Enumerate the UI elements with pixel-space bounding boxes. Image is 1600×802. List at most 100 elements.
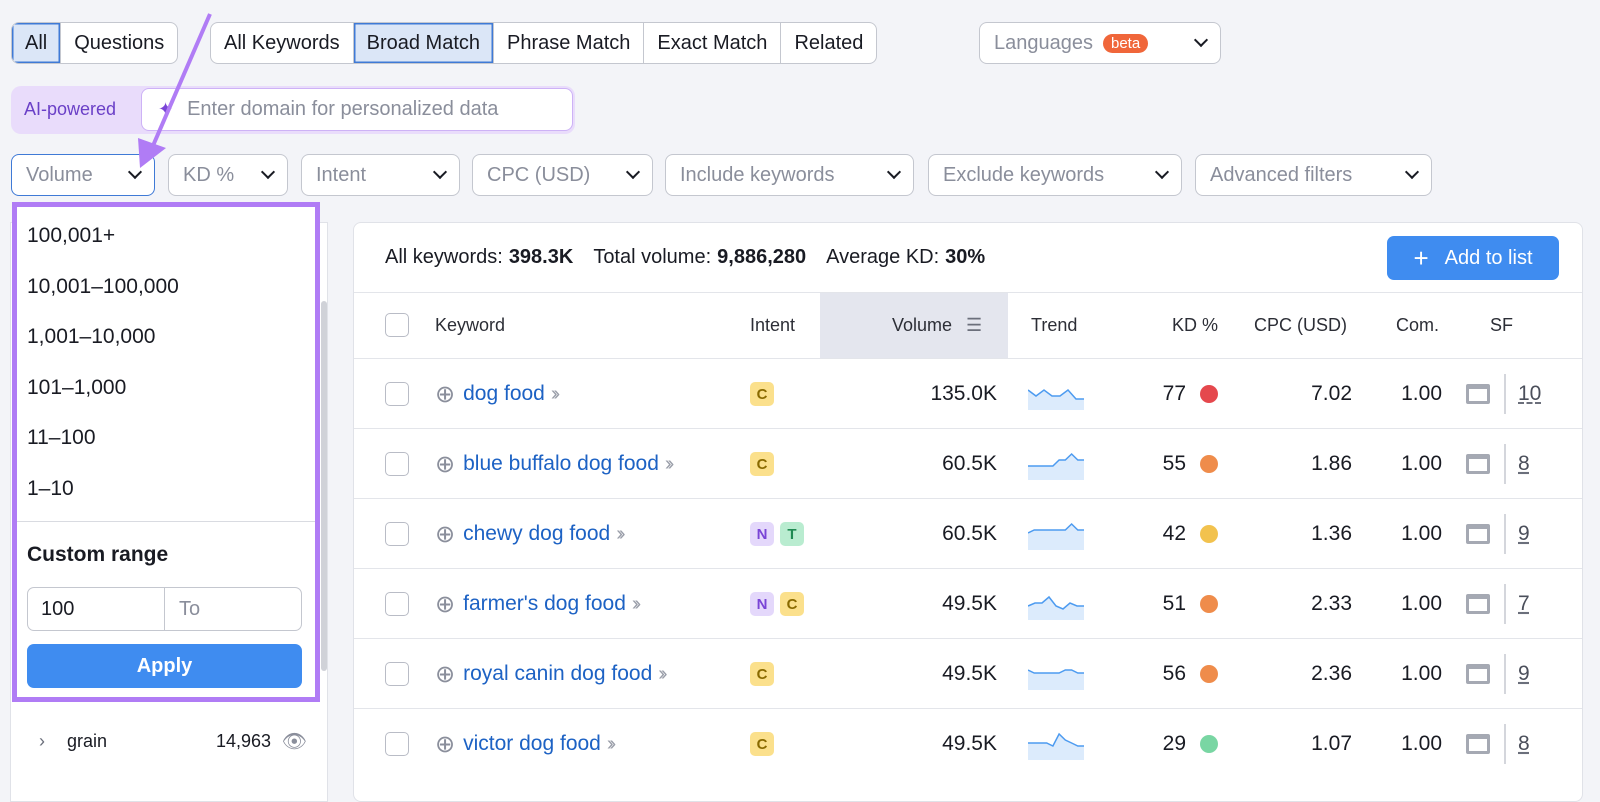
table-row: ⊕ blue buffalo dog food ›› C 60.5K 55 1.… — [354, 428, 1582, 498]
double-chevron-icon[interactable]: ›› — [631, 592, 642, 615]
col-intent[interactable]: Intent — [750, 314, 796, 335]
intent-filter[interactable]: Intent — [301, 154, 460, 196]
volume-filter[interactable]: Volume — [11, 154, 155, 196]
add-to-list-button[interactable]: + Add to list — [1387, 236, 1559, 280]
col-kd[interactable]: KD % — [1172, 314, 1219, 335]
intent-badge: C — [750, 732, 774, 756]
eye-icon[interactable]: 👁 — [281, 730, 307, 753]
add-circle-icon[interactable]: ⊕ — [435, 590, 456, 618]
tab-related[interactable]: Related — [794, 31, 864, 54]
row-checkbox[interactable] — [385, 639, 409, 709]
sidebar-scrollbar[interactable] — [321, 301, 327, 671]
domain-input[interactable]: ✦ Enter domain for personalized data — [141, 88, 573, 131]
serp-icon[interactable] — [1466, 639, 1490, 709]
volume-option[interactable]: 10,001–100,000 — [27, 274, 179, 298]
add-circle-icon[interactable]: ⊕ — [435, 450, 456, 478]
serp-icon[interactable] — [1466, 499, 1490, 569]
all-keywords-label: All keywords: — [385, 246, 503, 268]
tab-broad-match[interactable]: Broad Match — [353, 23, 494, 63]
tab-all[interactable]: All — [12, 23, 62, 63]
keyword-link[interactable]: dog food — [463, 382, 545, 405]
sf-count[interactable]: 9 — [1504, 654, 1530, 694]
cpc-cell: 1.36 — [1311, 522, 1352, 545]
double-chevron-icon[interactable]: ›› — [616, 522, 626, 545]
languages-dropdown[interactable]: Languages beta — [979, 22, 1221, 64]
double-chevron-icon[interactable]: ›› — [658, 662, 668, 685]
sf-count[interactable]: 8 — [1504, 444, 1530, 484]
cpc-cell: 1.07 — [1311, 732, 1352, 755]
kd-indicator — [1186, 569, 1218, 639]
tab-all-keywords[interactable]: All Keywords — [211, 23, 354, 63]
serp-icon[interactable] — [1466, 429, 1490, 499]
col-cpc[interactable]: CPC (USD) — [1254, 314, 1347, 335]
trend-cell — [1028, 499, 1086, 569]
row-checkbox[interactable] — [385, 429, 409, 499]
range-from-input[interactable]: 100 — [28, 588, 165, 630]
add-circle-icon[interactable]: ⊕ — [435, 730, 456, 758]
row-checkbox[interactable] — [385, 499, 409, 569]
serp-icon[interactable] — [1466, 359, 1490, 429]
intent-badge: C — [750, 452, 774, 476]
keyword-cell: ⊕ victor dog food ›› — [435, 709, 617, 779]
keyword-link[interactable]: blue buffalo dog food — [463, 452, 659, 475]
trend-sparkline — [1028, 595, 1084, 620]
custom-range-inputs: 100 To — [27, 587, 302, 631]
kd-filter[interactable]: KD % — [168, 154, 288, 196]
serp-icon[interactable] — [1466, 569, 1490, 639]
col-trend[interactable]: Trend — [1031, 314, 1078, 335]
volume-option[interactable]: 1,001–10,000 — [27, 325, 156, 348]
double-chevron-icon[interactable]: ›› — [664, 452, 675, 475]
total-volume-value: 9,886,280 — [717, 246, 807, 268]
col-keyword[interactable]: Keyword — [435, 314, 506, 335]
ai-powered-label: AI-powered — [24, 99, 117, 119]
sort-descending-icon[interactable]: ☰ — [966, 314, 983, 335]
add-circle-icon[interactable]: ⊕ — [435, 380, 456, 408]
exclude-keywords-filter[interactable]: Exclude keywords — [928, 154, 1182, 196]
volume-option[interactable]: 100,001+ — [27, 224, 116, 247]
keyword-link[interactable]: victor dog food — [463, 732, 601, 755]
add-circle-icon[interactable]: ⊕ — [435, 660, 456, 688]
apply-button[interactable]: Apply — [27, 644, 302, 688]
include-keywords-filter[interactable]: Include keywords — [665, 154, 914, 196]
select-all-checkbox[interactable] — [385, 292, 409, 358]
advanced-filters[interactable]: Advanced filters — [1195, 154, 1432, 196]
volume-cell: 49.5K — [942, 732, 997, 755]
keyword-cell: ⊕ dog food ›› — [435, 359, 561, 429]
volume-option[interactable]: 11–100 — [27, 426, 96, 449]
trend-cell — [1028, 429, 1086, 499]
tab-questions[interactable]: Questions — [74, 31, 165, 54]
serp-icon[interactable] — [1466, 709, 1490, 779]
double-chevron-icon[interactable]: ›› — [550, 382, 561, 405]
keyword-link[interactable]: royal canin dog food — [463, 662, 653, 685]
col-sf[interactable]: SF — [1490, 314, 1514, 335]
cpc-filter[interactable]: CPC (USD) — [472, 154, 653, 196]
cpc-cell: 1.86 — [1311, 452, 1352, 475]
sf-count[interactable]: 8 — [1504, 724, 1530, 764]
languages-label: Languages — [994, 31, 1093, 54]
sf-count[interactable]: 7 — [1504, 584, 1530, 624]
sf-count[interactable]: 9 — [1504, 514, 1530, 554]
keyword-link[interactable]: chewy dog food — [463, 522, 611, 545]
col-com[interactable]: Com. — [1396, 314, 1440, 335]
add-circle-icon[interactable]: ⊕ — [435, 520, 456, 548]
intent-badge: C — [750, 382, 774, 406]
volume-option[interactable]: 1–10 — [27, 476, 74, 500]
sf-count[interactable]: 10 — [1504, 374, 1541, 414]
tab-phrase-match[interactable]: Phrase Match — [494, 23, 645, 63]
average-kd-label: Average KD: — [826, 246, 940, 268]
type-tabs: All Questions — [11, 22, 179, 64]
tab-exact-match[interactable]: Exact Match — [644, 23, 782, 63]
domain-placeholder: Enter domain for personalized data — [187, 98, 499, 120]
col-volume[interactable]: Volume ☰ — [892, 292, 982, 358]
volume-option[interactable]: 101–1,000 — [27, 375, 127, 399]
double-chevron-icon[interactable]: ›› — [606, 732, 617, 755]
include-filter-label: Include keywords — [680, 163, 835, 186]
range-to-input[interactable]: To — [179, 598, 201, 620]
keyword-link[interactable]: farmer's dog food — [463, 592, 626, 615]
row-checkbox[interactable] — [385, 569, 409, 639]
trend-cell — [1028, 639, 1086, 709]
row-checkbox[interactable] — [385, 359, 409, 429]
sidebar-item-grain[interactable]: › grain 14,963 👁 — [11, 723, 327, 759]
row-checkbox[interactable] — [385, 709, 409, 779]
volume-cell: 135.0K — [930, 382, 997, 405]
